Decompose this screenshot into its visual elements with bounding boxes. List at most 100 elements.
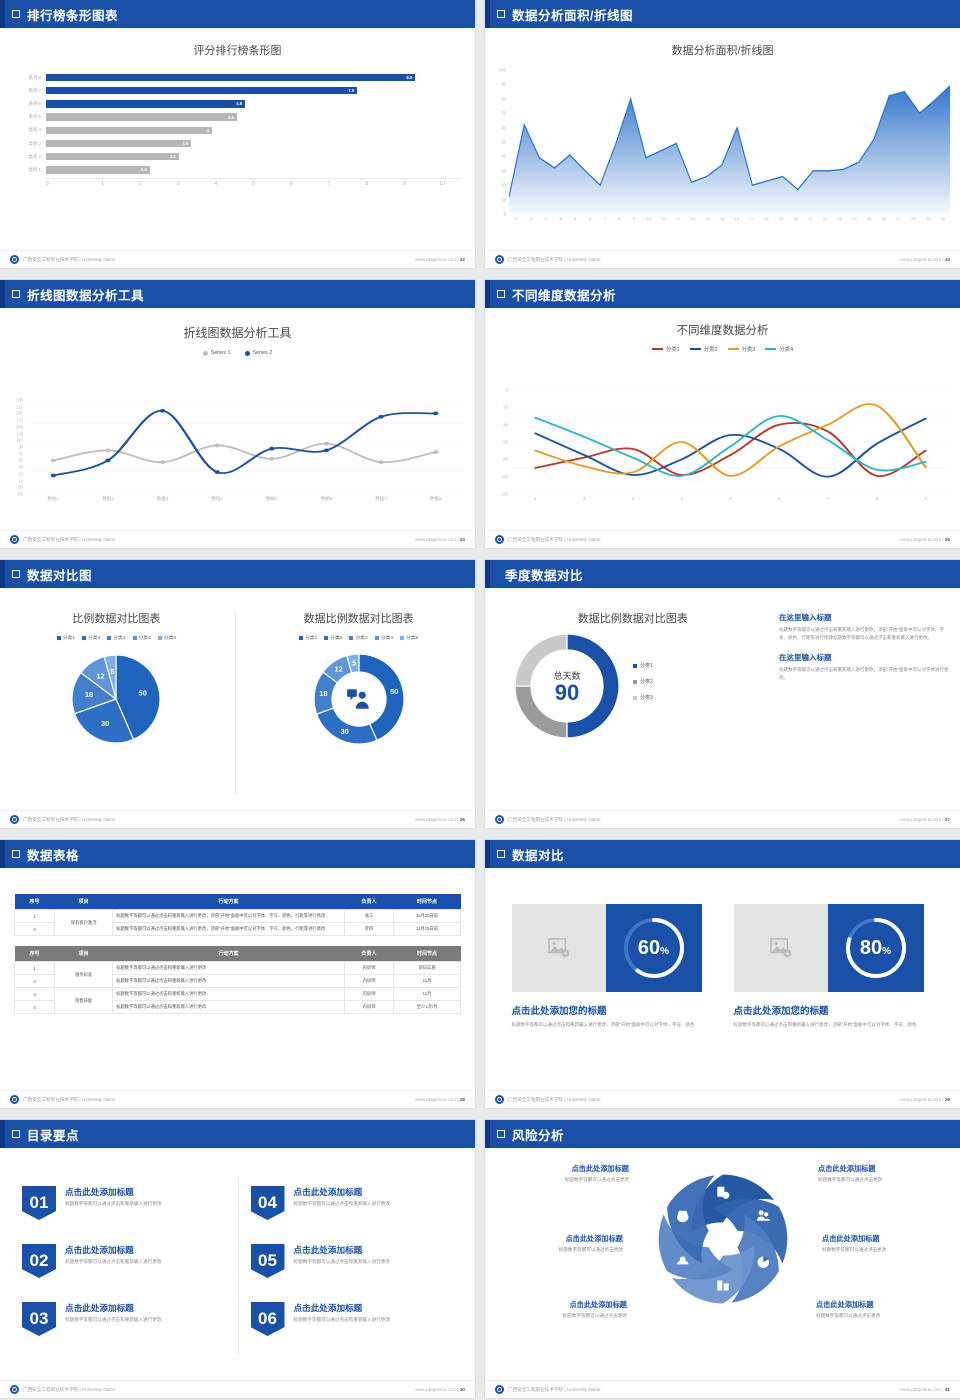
x-tick: 1 <box>515 216 518 221</box>
legend-item[interactable]: 分类2 <box>324 634 342 641</box>
slide-area-line[interactable]: 数据分析面积/折线图 数据分析面积/折线图 100 90 80 70 60 50 40 30 2… <box>485 0 960 268</box>
y-tick: 80 <box>501 96 506 102</box>
legend-item[interactable]: 分类1 <box>651 345 680 353</box>
legend-label: 分类1 <box>665 347 680 353</box>
slide-quarter-compare[interactable]: 季度数据对比 数据比例数据对比图表 总天数 90 分类1 分类2 分类3 在 <box>485 560 960 828</box>
org-logo-icon <box>495 535 504 544</box>
chart-title: 折线图数据分析工具 <box>183 326 292 340</box>
catalog-item[interactable]: 03 点击此处添加标题 标题数字等都可以通过点击和重新输入进行更改 <box>22 1302 225 1336</box>
slide-percent-compare[interactable]: 数据对比 60% 点击此处添加您的标题 标题数字等都可以通过点击和重新输入进行更改，… <box>485 840 960 1108</box>
table-row[interactable]: 2 标题数字等都可以通过点击和重新输入进行更改，顶部“开始”面板中可以对字体、字号… <box>13 922 461 936</box>
table-row[interactable]: 1 保有客户激活 标题数字等都可以通过点击和重新输入进行更改，顶部“开始”面板中可以… <box>13 909 461 936</box>
slide-multi-dimension[interactable]: 不同维度数据分析 不同维度数据分析 分类1 分类2 分类3 分类4 0 20 40 60 80… <box>485 280 960 548</box>
percent-card[interactable]: 80% 点击此处添加您的标题 标题数字等都可以通过点击和重新输入进行更改，顶部“开始… <box>733 904 934 1029</box>
legend-item[interactable]: 分类4 <box>132 634 151 641</box>
legend-item[interactable]: 分类1 <box>56 634 75 641</box>
legend-item[interactable]: 分类5 <box>400 634 418 641</box>
catalog-item[interactable]: 01 点击此处添加标题 标题数字等都可以通过点击和重新输入进行更改 <box>22 1186 225 1220</box>
catalog-item[interactable]: 04 点击此处添加标题 标题数字等都可以通过点击和重新输入进行更改 <box>250 1186 454 1220</box>
chart-legend[interactable]: 分类1 分类2 分类3 分类4 <box>485 345 960 353</box>
x-tick: 21 <box>808 216 813 221</box>
risk-item[interactable]: 点击此处添加标题 标题数字等都可以通过点击更改 <box>816 1300 946 1319</box>
risk-item[interactable]: 点击此处添加标题 标题数字等都可以通过点击更改 <box>493 1234 623 1253</box>
cell-time: 11月 <box>393 987 461 1001</box>
catalog-title: 点击此处添加标题 <box>293 1245 363 1255</box>
risk-item[interactable]: 点击此处添加标题 标题数字等都可以通过点击更改 <box>818 1164 948 1183</box>
table-secondary[interactable]: 序号 项目 行动方案 负责人 时间节点 1 服务标准 标题数字等都可以通过点击和重新输入进行… <box>13 946 461 1014</box>
legend-item[interactable]: 分类4 <box>765 345 793 353</box>
legend-item[interactable]: 分类2 <box>689 345 718 353</box>
footer-site: www.pptgenius.com <box>415 1097 457 1102</box>
cell-item: 保有客户激活 <box>54 909 114 936</box>
legend-label: 分类5 <box>163 636 177 641</box>
percent-card[interactable]: 60% 点击此处添加您的标题 标题数字等都可以通过点击和重新输入进行更改，顶部“开始… <box>511 904 712 1029</box>
y-tick: 40 <box>501 153 506 159</box>
x-tick: 18 <box>764 216 769 221</box>
pinwheel-petal[interactable] <box>651 1164 743 1264</box>
table-row[interactable]: 3 销售技能 标题数字等都可以通过点击和重新输入进行更改 内训师 11月 <box>13 987 461 1014</box>
risk-item[interactable]: 点击此处添加标题 标题数字等都可以通过点击更改 <box>499 1164 629 1183</box>
legend-item[interactable]: 分类1 <box>633 662 653 669</box>
table-row[interactable]: 1 服务标准 标题数字等都可以通过点击和重新输入进行更改 内训师 即日实施 <box>13 961 461 988</box>
x-tick: 19 <box>778 216 784 221</box>
chart-legend[interactable]: 分类1 分类2 分类3 分类4 分类5 <box>0 634 233 641</box>
catalog-number-badge: 03 <box>22 1302 56 1336</box>
footer-org: 广西安全工程职业技术学院 | University Name <box>508 256 601 262</box>
legend-item[interactable]: 分类2 <box>633 678 653 685</box>
legend-item[interactable]: 分类3 <box>107 634 126 641</box>
legend-item[interactable]: 分类1 <box>298 634 317 641</box>
bar-category-label: 类别 2 <box>28 153 41 159</box>
catalog-item[interactable]: 02 点击此处添加标题 标题数字等都可以通过点击和重新输入进行更改 <box>22 1244 225 1278</box>
legend-item[interactable]: Series 1 <box>202 350 231 356</box>
catalog-desc: 标题数字等都可以通过点击和重新输入进行更改 <box>65 1259 162 1264</box>
x-tick: 数据3 <box>156 496 169 501</box>
catalog-item[interactable]: 05 点击此处添加标题 标题数字等都可以通过点击和重新输入进行更改 <box>250 1244 454 1278</box>
slide-data-compare-pie[interactable]: 数据对比图 比例数据对比图表 分类1 分类2 分类3 分类4 分类5 50 30 18 12 5… <box>0 560 475 828</box>
slide-data-table[interactable]: 数据表格 序号 项目 行动方案 负责人 时间节点 1 保有客户激活 标题数字等都可以通过点击… <box>0 840 475 1108</box>
image-placeholder[interactable] <box>511 904 606 992</box>
image-placeholder[interactable] <box>733 904 828 992</box>
bar-value-label: 3.2 <box>169 154 176 160</box>
legend-item[interactable]: Series 2 <box>244 350 272 356</box>
chart-legend[interactable]: Series 1 Series 2 <box>0 350 475 356</box>
slide-title: 不同维度数据分析 <box>512 288 617 303</box>
bar-fill: 4 <box>46 126 212 135</box>
table-column-header: 负责人 <box>344 946 394 962</box>
slide-body: 01 点击此处添加标题 标题数字等都可以通过点击和重新输入进行更改 04 点击此处添加标… <box>0 1148 475 1380</box>
risk-item[interactable]: 点击此处添加标题 标题数字等都可以通过点击更改 <box>497 1300 627 1319</box>
y-tick: 210 <box>16 404 23 410</box>
legend-item[interactable]: 分类4 <box>374 634 393 641</box>
slide-line-tool[interactable]: 折线图数据分析工具 折线图数据分析工具 Series 1 Series 2 230… <box>0 280 475 548</box>
progress-ring: 80% <box>827 904 924 992</box>
legend-item[interactable]: 分类3 <box>349 634 368 641</box>
legend-item[interactable]: 分类3 <box>633 694 653 701</box>
footer-site: www.pptgenius.com <box>900 817 942 822</box>
legend-item[interactable]: 分类2 <box>81 634 100 641</box>
table-primary[interactable]: 序号 项目 行动方案 负责人 时间节点 1 保有客户激活 标题数字等都可以通过点击和重新输入… <box>13 894 461 936</box>
x-tick: 3 <box>631 496 635 501</box>
slide-title: 目录要点 <box>27 1128 80 1143</box>
cell-owner: 内训师 <box>344 974 395 988</box>
slide-risk-analysis[interactable]: 风险分析 点击此处添加标题 标题数字等都可以通过点击更改 点击此处添加标题 标题数字等… <box>485 1120 960 1398</box>
risk-item[interactable]: 点击此处添加标题 标题数字等都可以通过点击更改 <box>822 1234 952 1253</box>
y-tick: 110 <box>16 437 23 443</box>
y-tick: 40 <box>503 422 508 428</box>
footer-page: 31 <box>944 1387 950 1392</box>
y-tick: 70 <box>18 451 23 457</box>
y-tick: 230 <box>16 397 23 403</box>
block-title: 在这里输入标题 <box>779 613 832 622</box>
table-row[interactable]: 4 标题数字等都可以通过点击和重新输入进行更改 内训师 至少1次/月 <box>13 1000 461 1014</box>
chart-legend[interactable]: 分类1 分类2 分类3 分类4 分类5 <box>242 634 475 641</box>
chart-legend[interactable]: 分类1 分类2 分类3 <box>633 662 653 710</box>
risk-desc: 标题数字等都可以通过点击更改 <box>816 1313 881 1318</box>
legend-item[interactable]: 分类5 <box>157 634 177 641</box>
slide-catalog[interactable]: 目录要点 01 点击此处添加标题 标题数字等都可以通过点击和重新输入进行更改 04 点击… <box>0 1120 475 1398</box>
legend-swatch <box>400 635 405 640</box>
catalog-item[interactable]: 06 点击此处添加标题 标题数字等都可以通过点击和重新输入进行更改 <box>250 1302 454 1336</box>
catalog-number-badge: 05 <box>250 1244 285 1278</box>
y-tick: 20 <box>503 404 508 410</box>
legend-item[interactable]: 分类3 <box>727 345 755 353</box>
slide-bar-ranking[interactable]: 排行榜条形图表 评分排行榜条形图 系列 8 8.9 系列 7 7.5 系列 6 4.8 系列… <box>0 0 475 268</box>
bar-fill: 3.5 <box>46 139 192 148</box>
